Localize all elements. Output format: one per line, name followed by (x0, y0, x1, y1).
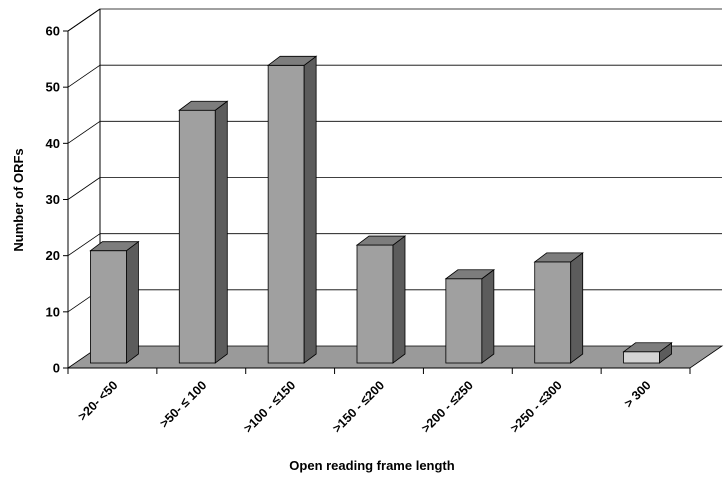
bar (622, 341, 673, 364)
y-tick-label: 60 (46, 24, 60, 39)
bar-top (89, 241, 140, 252)
bar (444, 268, 496, 364)
x-axis-label: Open reading frame length (289, 458, 454, 473)
y-tick-labels: 0 10 20 30 40 50 60 (46, 24, 60, 376)
y-tick-label: 0 (53, 361, 60, 376)
y-tick-label: 50 (46, 80, 60, 95)
bar-top (444, 269, 496, 280)
x-category-label: >50- ≤ 100 (157, 378, 209, 430)
y-axis-label: Number of ORFs (11, 148, 26, 251)
top-side-edge (67, 8, 101, 32)
bar-top (178, 100, 229, 111)
side-gridline (67, 121, 101, 144)
side-gridline (67, 233, 101, 256)
x-category-label: >150 - ≤200 (330, 378, 387, 435)
bar-front (356, 244, 394, 364)
chart-bars (89, 55, 673, 364)
x-category-label: >100 - ≤150 (241, 378, 298, 435)
bar (266, 55, 318, 364)
x-category-label: >200 - ≤250 (419, 378, 476, 435)
bar-top (622, 342, 673, 353)
bar (355, 235, 407, 364)
bar-side (214, 100, 228, 364)
bar-front (534, 261, 572, 364)
bar-side (303, 55, 317, 364)
bar-front (178, 109, 216, 364)
bar (89, 240, 140, 364)
bar-side (570, 252, 584, 364)
bar-side (392, 235, 406, 364)
bar-front (623, 351, 660, 364)
bar-side (126, 240, 139, 364)
bar-side (481, 268, 495, 364)
bar (178, 100, 229, 364)
bar-top (355, 235, 407, 246)
bar-top (533, 252, 584, 263)
side-gridline (67, 177, 101, 200)
side-gridline (67, 64, 101, 88)
bar-front (90, 250, 127, 364)
x-category-labels: >20- <50 >50- ≤ 100 >100 - ≤150 >150 - ≤200… (75, 378, 653, 435)
y-tick-label: 20 (46, 248, 60, 263)
x-category-label: >20- <50 (75, 378, 120, 423)
bar-top (266, 55, 318, 66)
y-tick-label: 10 (46, 304, 60, 319)
bar-front (267, 64, 305, 364)
bar (533, 252, 584, 364)
y-tick-label: 30 (46, 192, 60, 207)
y-tick-label: 40 (46, 136, 60, 151)
bar-front (445, 278, 483, 364)
x-category-label: >250 - ≤300 (508, 378, 565, 435)
x-category-label: > 300 (621, 378, 653, 410)
